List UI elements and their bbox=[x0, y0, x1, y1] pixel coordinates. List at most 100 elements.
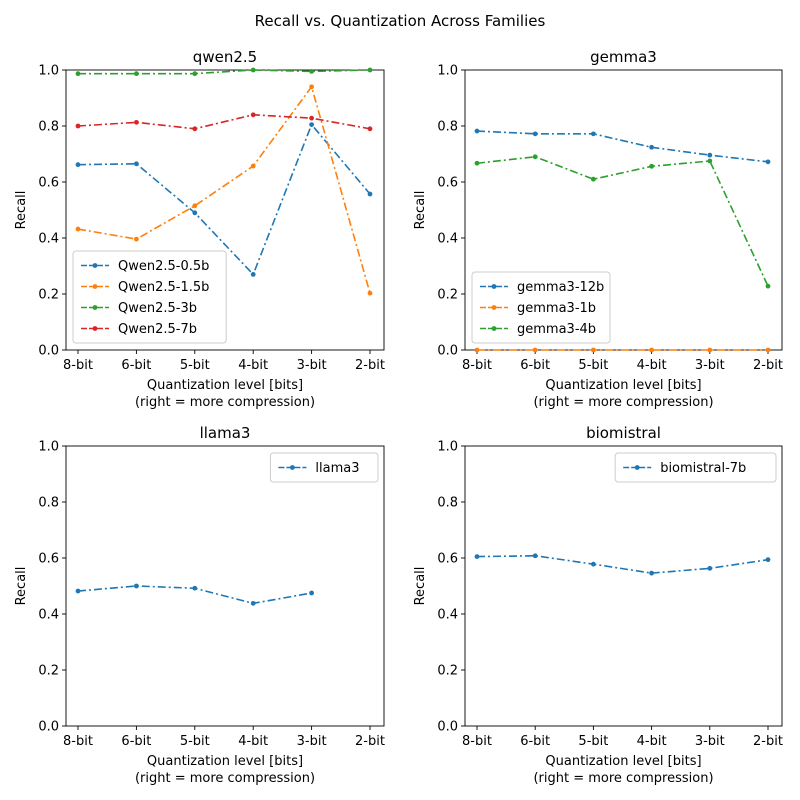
y-axis-label: Recall bbox=[14, 567, 29, 606]
data-point bbox=[707, 565, 713, 571]
series-biomistral-7b bbox=[474, 553, 771, 576]
data-point bbox=[309, 590, 314, 596]
data-point bbox=[707, 152, 713, 158]
legend-label: Qwen2.5-7b bbox=[118, 322, 197, 337]
data-point bbox=[309, 115, 314, 121]
data-point bbox=[309, 84, 314, 90]
x-axis-sublabel: (right = more compression) bbox=[135, 771, 315, 786]
data-point bbox=[591, 561, 596, 567]
series-line bbox=[77, 85, 371, 294]
x-tick-label: 2-bit bbox=[753, 734, 783, 749]
legend-marker bbox=[290, 465, 295, 470]
series-qwen2-5-0-5b bbox=[75, 122, 373, 277]
y-tick-label: 0.0 bbox=[38, 344, 59, 359]
x-tick-label: 5-bit bbox=[578, 734, 608, 749]
x-axis-label: Quantization level [bits] bbox=[147, 378, 303, 393]
figure-title: Recall vs. Quantization Across Families bbox=[254, 12, 546, 30]
y-tick-label: 0.2 bbox=[437, 288, 458, 303]
legend: gemma3-12b gemma3-1b gemma3-4b bbox=[471, 271, 611, 344]
series-line bbox=[476, 554, 769, 574]
data-point bbox=[591, 347, 596, 353]
data-point bbox=[134, 161, 139, 167]
data-point bbox=[532, 553, 538, 559]
data-point bbox=[649, 163, 654, 169]
data-point bbox=[75, 162, 81, 168]
x-tick-label: 4-bit bbox=[637, 734, 667, 749]
x-tick-label: 5-bit bbox=[180, 734, 210, 749]
y-axis-label: Recall bbox=[413, 567, 428, 606]
subplot-title: gemma3 bbox=[590, 48, 657, 66]
y-tick-label: 0.0 bbox=[437, 344, 458, 359]
subplot-gemma3: 0.0 0.2 0.4 0.6 0.8 1.0 8-bit 6-bit 5-bit 4-bit 3-… bbox=[413, 48, 783, 410]
data-point bbox=[75, 123, 81, 129]
subplot-biomistral: 0.0 0.2 0.4 0.6 0.8 1.0 8-bit 6-bit 5-bit 4-bit 3-… bbox=[413, 424, 783, 786]
y-tick-label: 0.8 bbox=[437, 120, 458, 135]
data-point bbox=[192, 71, 198, 77]
y-tick-label: 0.4 bbox=[437, 232, 458, 247]
legend-marker bbox=[92, 263, 98, 268]
y-tick-label: 0.2 bbox=[38, 288, 59, 303]
data-point bbox=[250, 112, 256, 118]
data-point bbox=[765, 159, 771, 165]
x-axis-label: Quantization level [bits] bbox=[545, 378, 701, 393]
x-tick-label: 2-bit bbox=[753, 358, 783, 373]
data-point bbox=[75, 71, 81, 77]
data-point bbox=[134, 71, 139, 77]
data-point bbox=[250, 163, 256, 169]
data-point bbox=[649, 347, 654, 353]
series-llama3 bbox=[75, 583, 314, 606]
series-line bbox=[78, 69, 371, 75]
data-point bbox=[474, 554, 480, 559]
x-tick-label: 6-bit bbox=[520, 734, 550, 749]
series-line bbox=[476, 130, 769, 163]
x-axis-sublabel: (right = more compression) bbox=[533, 771, 713, 786]
series-qwen2-5-7b bbox=[75, 112, 373, 132]
x-axis-sublabel: (right = more compression) bbox=[135, 395, 315, 410]
y-tick-label: 0.4 bbox=[38, 232, 59, 247]
legend: Qwen2.5-0.5b Qwen2.5-1.5b Qwen2.5-3b Qwen2.… bbox=[72, 250, 227, 344]
axes-frame bbox=[65, 69, 385, 351]
y-tick-label: 0.8 bbox=[38, 120, 59, 135]
legend-box bbox=[269, 452, 379, 483]
legend-marker bbox=[92, 284, 98, 289]
x-tick-label: 5-bit bbox=[578, 358, 608, 373]
series-line bbox=[77, 123, 371, 276]
x-tick-label: 3-bit bbox=[297, 358, 327, 373]
legend-label: Qwen2.5-1.5b bbox=[118, 280, 209, 295]
data-point bbox=[250, 67, 256, 73]
y-tick-label: 0.0 bbox=[38, 720, 59, 735]
series-qwen2-5-3b bbox=[75, 67, 373, 77]
x-tick-label: 8-bit bbox=[63, 734, 93, 749]
legend-marker bbox=[491, 326, 497, 331]
data-point bbox=[649, 570, 654, 576]
y-tick-label: 0.8 bbox=[38, 496, 59, 511]
series-line bbox=[77, 113, 371, 130]
y-tick-label: 1.0 bbox=[437, 64, 458, 79]
series-line bbox=[476, 155, 769, 287]
legend-label: Qwen2.5-0.5b bbox=[118, 259, 209, 274]
subplot-qwen2-5: 0.0 0.2 0.4 0.6 0.8 1.0 8-bit 6-bit 5-bit 4-bit 3-… bbox=[14, 48, 385, 410]
y-tick-label: 0.2 bbox=[38, 664, 59, 679]
legend-marker bbox=[634, 465, 640, 470]
legend-label: Qwen2.5-3b bbox=[118, 301, 197, 316]
y-tick-label: 0.6 bbox=[437, 176, 458, 191]
x-axis-label: Quantization level [bits] bbox=[147, 754, 303, 769]
data-point bbox=[134, 236, 139, 242]
y-tick-label: 0.2 bbox=[437, 664, 458, 679]
data-point bbox=[474, 347, 480, 353]
data-point bbox=[765, 557, 771, 563]
legend-box bbox=[471, 271, 611, 344]
data-point bbox=[134, 119, 139, 125]
data-point bbox=[367, 290, 373, 296]
x-tick-label: 4-bit bbox=[637, 358, 667, 373]
data-point bbox=[532, 154, 538, 160]
legend-box bbox=[614, 452, 777, 483]
data-point bbox=[765, 283, 771, 289]
series-gemma3-4b bbox=[474, 154, 771, 289]
data-point bbox=[309, 69, 314, 74]
data-point bbox=[765, 347, 771, 353]
y-tick-label: 0.6 bbox=[437, 552, 458, 567]
subplot-title: qwen2.5 bbox=[193, 48, 257, 66]
data-point bbox=[367, 126, 373, 132]
data-point bbox=[250, 272, 256, 277]
